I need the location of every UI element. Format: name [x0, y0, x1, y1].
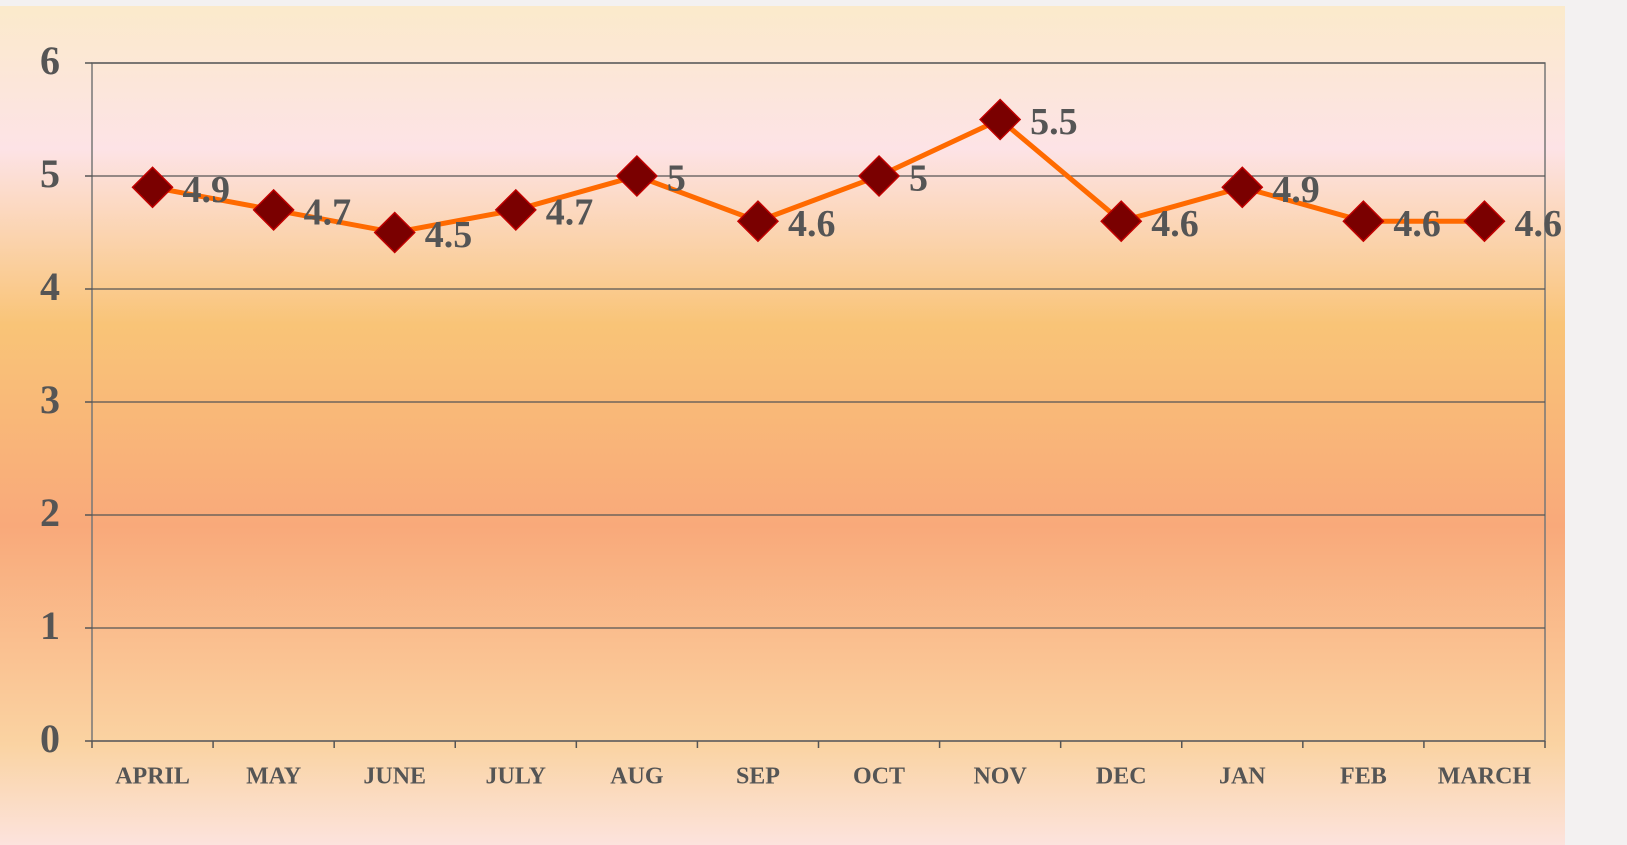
marker	[1100, 200, 1143, 243]
marker	[252, 188, 295, 231]
x-tick-label: NOV	[973, 764, 1027, 790]
x-tick-label: AUG	[610, 764, 664, 790]
marker	[736, 200, 780, 243]
y-tick-label: 1	[40, 603, 60, 648]
data-label: 5	[667, 158, 686, 200]
x-tick-label: SEP	[736, 764, 780, 790]
marker	[1342, 200, 1385, 243]
x-tick-label: OCT	[853, 764, 905, 790]
y-tick-label: 4	[40, 264, 60, 309]
marker	[857, 154, 901, 198]
marker	[131, 166, 174, 209]
chart-background	[0, 6, 1565, 845]
y-tick-label: 6	[40, 38, 60, 83]
x-tick-label: JUNE	[363, 764, 426, 790]
marker	[373, 211, 416, 254]
marker	[1221, 166, 1264, 209]
x-tick-label: JULY	[486, 764, 546, 790]
y-tick-label: 2	[40, 490, 60, 535]
x-tick-label: FEB	[1340, 764, 1387, 790]
y-tick-label: 3	[40, 377, 60, 422]
marker	[615, 154, 658, 198]
data-label: 4.6	[1393, 203, 1441, 245]
x-tick-label: APRIL	[115, 764, 190, 790]
marker	[1463, 200, 1506, 243]
marker	[979, 98, 1022, 141]
y-tick-label: 5	[40, 151, 60, 196]
data-label: 4.7	[304, 192, 352, 234]
marker	[494, 188, 537, 231]
data-label: 4.9	[183, 169, 231, 211]
x-tick-label: MAY	[246, 764, 301, 790]
y-tick-label: 0	[40, 716, 60, 761]
data-label: 5	[909, 158, 928, 200]
data-label: 4.6	[1151, 203, 1199, 245]
data-label: 4.5	[425, 214, 473, 256]
plot: 0 1 2 3 4 5 6 APRIL MAY JUNE JULY AUG SEP OCT NOV DEC JA…	[40, 38, 1562, 789]
data-label: 4.7	[546, 192, 594, 234]
x-tick-label: DEC	[1096, 764, 1147, 790]
data-label: 4.6	[788, 203, 836, 245]
data-label: 4.9	[1272, 169, 1320, 211]
x-tick-label: MARCH	[1438, 764, 1532, 790]
data-label: 5.5	[1030, 101, 1078, 143]
line	[152, 116, 1485, 236]
data-label: 4.6	[1514, 203, 1562, 245]
x-tick-label: JAN	[1219, 764, 1266, 790]
